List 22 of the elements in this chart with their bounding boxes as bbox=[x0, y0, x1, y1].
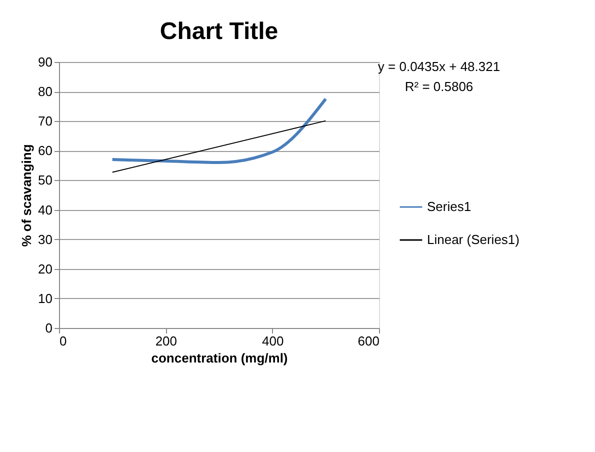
y-tick-label: 90 bbox=[38, 54, 52, 70]
text: R² = 0.5806 bbox=[404, 79, 474, 94]
chart-title: Chart Title bbox=[160, 18, 278, 45]
x-tick-label: 0 bbox=[60, 334, 67, 348]
legend-label: Series1 bbox=[427, 199, 472, 214]
y-axis-title: % of scavanging bbox=[19, 144, 34, 247]
legend-label: Linear (Series1) bbox=[427, 232, 520, 247]
y-tick-label: 0 bbox=[45, 320, 52, 336]
x-tick-label: 600 bbox=[358, 334, 380, 348]
line-series bbox=[110, 97, 328, 164]
y-tick-label: 10 bbox=[38, 290, 52, 306]
y-tick-label: 50 bbox=[38, 172, 52, 188]
x-axis-title: concentration (mg/ml) bbox=[151, 350, 288, 366]
y-tick-label: 30 bbox=[38, 232, 52, 247]
x-tick-label: 200 bbox=[155, 334, 178, 348]
y-tick-label: 80 bbox=[38, 84, 52, 100]
y-tick-label: 60 bbox=[38, 143, 52, 158]
y-tick-label: 20 bbox=[38, 261, 52, 276]
y-tick-label: 70 bbox=[38, 114, 52, 129]
annotation: y = 0.0435x + 48.321 bbox=[378, 59, 500, 74]
y-tick-label: 40 bbox=[38, 202, 52, 218]
x-tick-label: 400 bbox=[262, 334, 284, 348]
